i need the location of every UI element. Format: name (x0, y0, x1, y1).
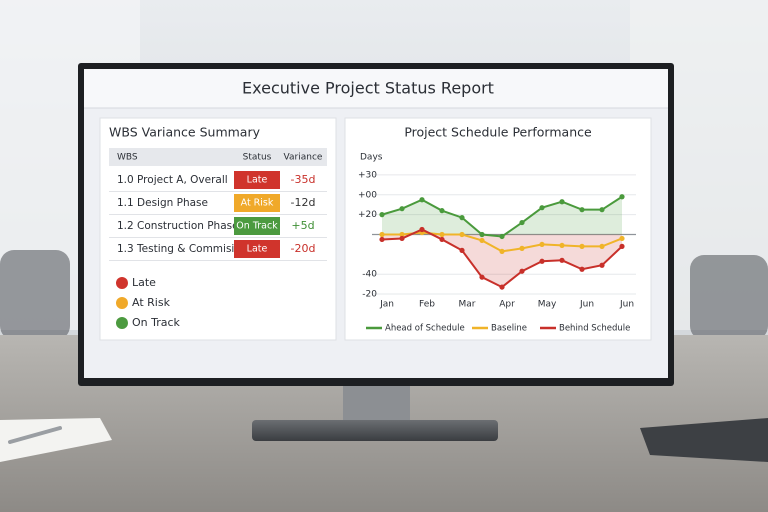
point (619, 194, 625, 200)
point (399, 206, 405, 212)
x-tick-label: Feb (419, 300, 435, 310)
wbs-name: 1.3 Testing & Commisining (117, 243, 257, 255)
column-header: Variance (284, 153, 323, 163)
point (419, 197, 425, 203)
point (519, 245, 525, 251)
y-tick-label: +30 (358, 170, 377, 180)
variance: +5d (291, 219, 314, 232)
column-header: WBS (117, 153, 138, 163)
panel-title: WBS Variance Summary (109, 125, 261, 140)
area-fill (382, 196, 622, 237)
legend-label: Baseline (491, 324, 527, 334)
point (599, 243, 605, 249)
status-label: Late (247, 244, 268, 255)
point (419, 226, 425, 233)
status-label: On Track (236, 221, 278, 232)
x-tick-label: Jan (379, 300, 394, 310)
monitor-base (252, 420, 498, 441)
point (379, 212, 385, 218)
table-header (109, 148, 327, 166)
header-bar (84, 69, 668, 108)
point (439, 208, 445, 214)
point (559, 242, 565, 249)
variance: -35d (291, 173, 316, 186)
x-tick-label: Apr (499, 300, 515, 310)
wbs-name: 1.1 Design Phase (117, 197, 208, 209)
chart-title: Project Schedule Performance (404, 125, 592, 140)
wbs-name: 1.2 Construction Phase (117, 220, 239, 232)
x-tick-label: Jun (579, 300, 594, 310)
chair (0, 250, 70, 340)
status-badge (234, 217, 280, 235)
monitor-neck (343, 384, 410, 422)
chart-panel (344, 117, 652, 341)
status-badge (234, 240, 280, 258)
point (459, 247, 465, 253)
point (499, 284, 505, 290)
legend-dot (116, 297, 128, 309)
point (539, 258, 545, 264)
point (479, 274, 485, 280)
chair (690, 255, 768, 340)
status-label: Late (247, 175, 268, 186)
x-tick-label: Mar (459, 300, 476, 310)
point (379, 236, 385, 243)
point (519, 219, 525, 226)
variance: -12d (291, 196, 316, 209)
column-header: Status (243, 153, 272, 163)
legend-label: At Risk (132, 296, 171, 309)
legend-label: Behind Schedule (559, 324, 630, 334)
legend-label: Late (132, 276, 156, 289)
point (399, 231, 405, 238)
y-tick-label: +00 (358, 190, 377, 200)
point (499, 233, 505, 240)
point (399, 235, 405, 242)
point (519, 268, 525, 274)
legend-label: Ahead of Schedule (385, 324, 465, 334)
point (479, 237, 485, 244)
status-badge (234, 171, 280, 189)
notebook (0, 418, 112, 462)
point (439, 236, 445, 243)
status-badge (234, 194, 280, 212)
point (379, 231, 385, 238)
x-tick-label: May (538, 300, 557, 310)
point (539, 241, 545, 248)
legend-dot (116, 277, 128, 289)
point (579, 243, 585, 249)
point (439, 231, 445, 238)
point (559, 199, 565, 205)
point (559, 257, 565, 263)
x-tick-label: Jun (619, 300, 634, 310)
point (539, 205, 545, 211)
status-label: At Risk (241, 198, 274, 209)
point (499, 248, 505, 254)
point (579, 207, 585, 213)
point (579, 266, 585, 272)
point (479, 231, 485, 238)
tablet (640, 418, 768, 462)
y-tick-label: +20 (358, 210, 377, 220)
y-tick-label: -40 (362, 270, 377, 280)
report-title: Executive Project Status Report (242, 79, 494, 98)
pen (8, 426, 62, 444)
point (459, 215, 465, 221)
point (459, 231, 465, 238)
y-axis-label: Days (360, 153, 383, 163)
point (619, 235, 625, 242)
wbs-name: 1.0 Project A, Overall (117, 174, 228, 186)
legend-label: On Track (132, 316, 181, 329)
point (619, 243, 625, 249)
variance: -20d (291, 242, 316, 255)
legend-dot (116, 317, 128, 329)
y-tick-label: -20 (362, 290, 377, 300)
point (599, 207, 605, 213)
point (599, 262, 605, 268)
